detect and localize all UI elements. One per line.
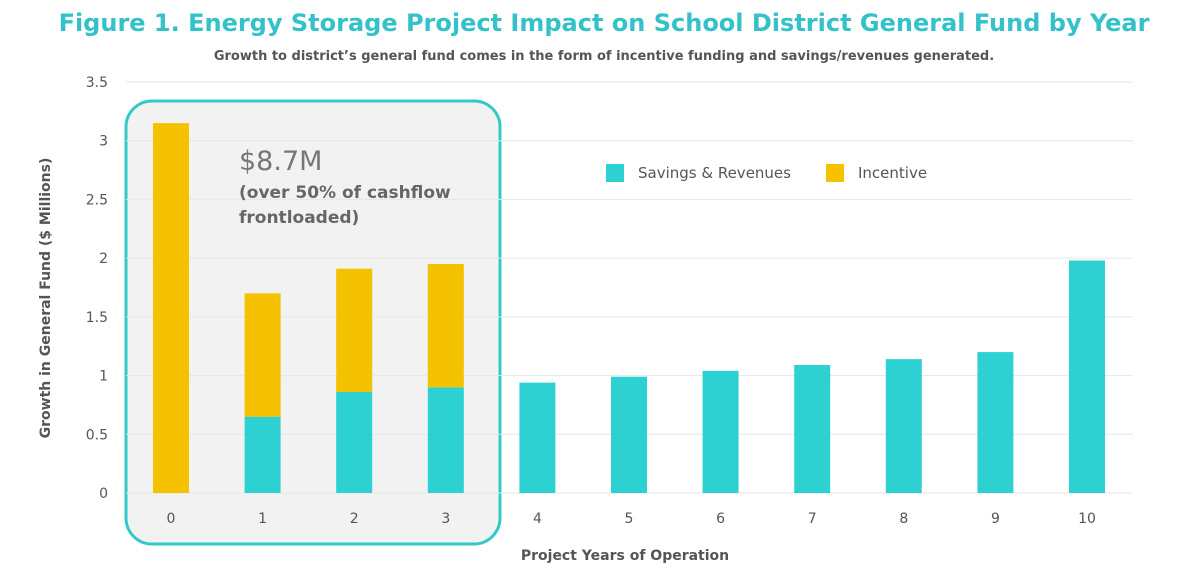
bar-savings-revenues-year-1 [244,416,281,493]
legend-swatch-savings [606,164,624,182]
bar-savings-revenues-year-8 [885,359,922,493]
y-axis-label: Growth in General Fund ($ Millions) [38,158,54,439]
annotation-note-line2: frontloaded) [239,208,359,228]
x-tick-label: 1 [258,511,267,527]
bar-incentive-year-1 [244,293,281,417]
annotation-note-line1: (over 50% of cashflow [239,183,451,203]
y-tick-label: 1 [99,369,108,385]
y-tick-label: 2 [99,251,108,267]
bar-incentive-year-2 [336,268,373,393]
bar-savings-revenues-year-7 [794,365,831,493]
highlight-box [124,99,502,546]
chart-subtitle: Growth to district’s general fund comes … [214,49,994,64]
bar-savings-revenues-year-10 [1069,260,1105,493]
x-tick-label: 6 [716,511,725,527]
bar-savings-revenues-year-9 [977,352,1014,493]
legend-swatch-incentive [826,164,844,182]
y-tick-label: 2.5 [86,192,108,208]
x-tick-label: 9 [991,511,1000,527]
y-tick-label: 1.5 [86,310,108,326]
bar-savings-revenues-year-3 [427,387,464,493]
x-axis-label: Project Years of Operation [521,548,729,564]
x-tick-label: 8 [899,511,908,527]
y-tick-label: 3.5 [86,75,108,91]
y-axis: 0 0.5 1 1.5 2 2.5 3 3.5 [86,75,108,502]
bar-savings-revenues-year-6 [702,370,739,493]
y-tick-label: 0 [99,486,108,502]
legend-label-incentive: Incentive [858,164,927,182]
legend-label-savings: Savings & Revenues [638,164,791,182]
x-tick-label: 10 [1078,511,1096,527]
legend: Savings & Revenues Incentive [606,164,927,182]
bar-savings-revenues-year-4 [519,382,556,493]
bar-savings-revenues-year-5 [611,376,647,493]
bar-incentive-year-0 [153,123,189,493]
y-tick-label: 0.5 [86,427,108,443]
bar-savings-revenues-year-2 [336,392,373,493]
bar-incentive-year-3 [427,264,464,388]
y-tick-label: 3 [99,134,108,150]
bars [153,123,1105,493]
x-tick-label: 3 [441,511,450,527]
x-tick-label: 5 [625,511,634,527]
x-tick-label: 0 [167,511,176,527]
x-tick-label: 2 [350,511,359,527]
x-tick-label: 4 [533,511,542,527]
annotation-amount: $8.7M [239,146,322,177]
x-tick-label: 7 [808,511,817,527]
chart-title: Figure 1. Energy Storage Project Impact … [59,9,1150,37]
x-axis: 0 1 2 3 4 5 6 7 8 9 10 [167,511,1096,527]
